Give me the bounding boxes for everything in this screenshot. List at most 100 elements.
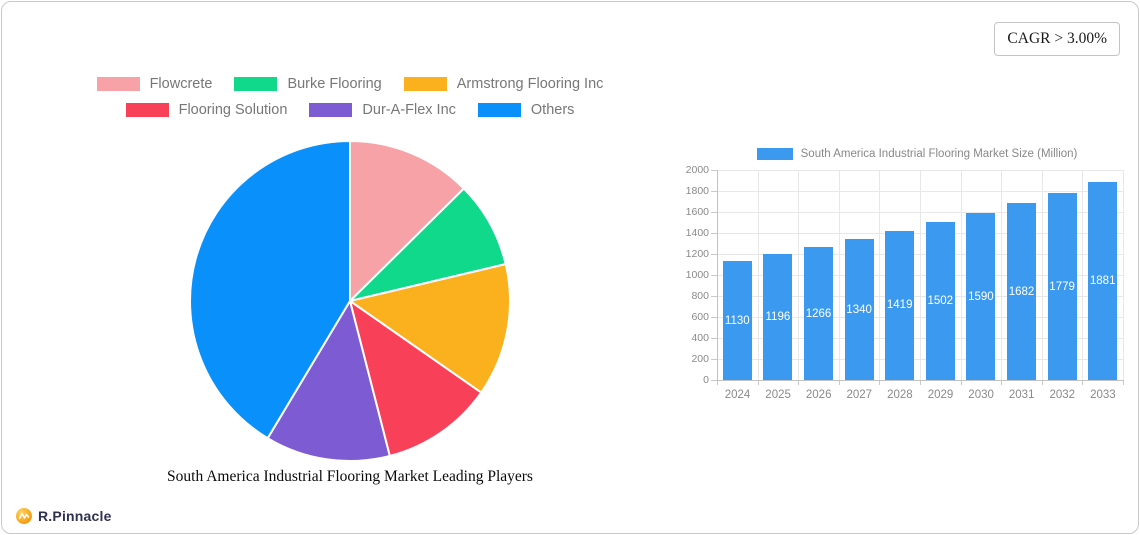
legend-swatch: [234, 77, 278, 91]
bar-2032: 1779: [1047, 193, 1077, 380]
bar-value-label: 1419: [886, 299, 913, 312]
bar-value-label: 1881: [1089, 275, 1116, 288]
x-axis-line: [717, 380, 1123, 381]
y-axis-tick: [711, 170, 717, 171]
legend-label: Flowcrete: [149, 76, 213, 92]
pie-legend: Flowcrete Burke Flooring Armstrong Floorin…: [20, 76, 680, 118]
x-axis-label: 2026: [805, 389, 832, 401]
pie-chart-title: South America Industrial Flooring Market…: [167, 468, 533, 485]
y-axis-tick: [711, 338, 717, 339]
y-axis-label: 1200: [685, 248, 709, 260]
legend-label: Flooring Solution: [178, 102, 288, 118]
cagr-badge: CAGR > 3.00%: [994, 22, 1120, 56]
legend-label: Armstrong Flooring Inc: [456, 76, 604, 92]
pie-legend-row: Flowcrete Burke Flooring Armstrong Floorin…: [96, 76, 604, 92]
x-gridline: [798, 170, 800, 380]
x-axis-label: 2031: [1008, 389, 1035, 401]
legend-label: Dur-A-Flex Inc: [362, 102, 456, 118]
y-axis-tick: [711, 296, 717, 297]
pie-legend-row: Flooring Solution Dur-A-Flex Inc Others: [125, 102, 575, 118]
legend-item-flowcrete: Flowcrete: [96, 76, 213, 92]
y-axis-label: 800: [691, 290, 709, 302]
x-gridline: [1001, 170, 1003, 380]
legend-swatch: [477, 103, 521, 117]
x-gridline: [838, 170, 840, 380]
pie-chart-section: Flowcrete Burke Flooring Armstrong Floorin…: [20, 2, 680, 533]
y-axis-tick: [711, 191, 717, 192]
y-axis-tick: [711, 317, 717, 318]
x-axis-tick: [1001, 380, 1003, 385]
y-axis-line: [717, 170, 718, 380]
bar-2026: 1266: [804, 247, 833, 380]
bar-2033: 1881: [1088, 182, 1118, 380]
x-axis-tick: [757, 380, 759, 385]
legend-swatch: [96, 77, 140, 91]
legend-item-dur-a-flex-inc: Dur-A-Flex Inc: [309, 102, 456, 118]
legend-item-others: Others: [477, 102, 575, 118]
x-axis-tick: [717, 380, 718, 385]
bar-value-label: 1590: [968, 290, 994, 303]
bar-legend-label: South America Industrial Flooring Market…: [800, 148, 1078, 160]
y-axis-label: 1000: [685, 269, 709, 281]
x-axis-label: 2028: [887, 389, 913, 401]
x-axis-label: 2025: [765, 389, 791, 401]
y-axis-tick: [711, 380, 717, 381]
bar-value-label: 1682: [1008, 285, 1035, 298]
legend-swatch: [403, 77, 447, 91]
x-axis-label: 2030: [968, 389, 994, 401]
bar-value-label: 1779: [1049, 280, 1075, 293]
y-axis-label: 200: [691, 353, 709, 365]
brand-name: R.Pinnacle: [38, 508, 112, 524]
x-gridline: [757, 170, 759, 380]
bar-2028: 1419: [885, 231, 915, 380]
legend-item-armstrong-flooring-inc: Armstrong Flooring Inc: [403, 76, 604, 92]
bar-chart-legend: South America Industrial Flooring Market…: [697, 148, 1137, 160]
x-axis-tick: [960, 380, 962, 385]
y-axis-label: 0: [703, 374, 709, 386]
x-axis-label: 2033: [1090, 389, 1116, 401]
x-axis-tick: [920, 380, 921, 385]
legend-label: Burke Flooring: [287, 76, 382, 92]
y-axis-label: 1800: [685, 185, 709, 197]
x-gridline: [1082, 170, 1084, 380]
bar-legend-swatch: [756, 148, 793, 160]
pie-slice-flooring-solution: [349, 300, 483, 457]
bar-2031: 1682: [1007, 203, 1036, 380]
y-axis-tick: [711, 233, 717, 234]
y-axis-label: 400: [691, 332, 709, 344]
y-axis-label: 600: [691, 311, 709, 323]
x-axis-label: 2027: [846, 389, 873, 401]
x-axis-tick: [838, 380, 840, 385]
y-axis-tick: [711, 212, 717, 213]
legend-label: Others: [530, 102, 575, 118]
x-axis-label: 2024: [724, 389, 751, 401]
x-gridline: [1041, 170, 1043, 380]
brand-logo: R.Pinnacle: [15, 507, 112, 525]
x-gridline: [879, 170, 881, 380]
y-axis-label: 1600: [685, 206, 709, 218]
y-axis-tick: [711, 254, 717, 255]
bar-2025: 1196: [763, 254, 793, 380]
x-axis-label: 2029: [927, 389, 954, 401]
x-axis-label: 2032: [1049, 389, 1076, 401]
x-gridline: [1123, 170, 1124, 380]
bar-2027: 1340: [844, 239, 874, 380]
x-axis-tick: [879, 380, 881, 385]
x-gridline: [960, 170, 962, 380]
y-axis-label: 1400: [685, 227, 709, 239]
y-axis-label: 2000: [685, 164, 709, 176]
legend-swatch: [309, 103, 353, 117]
bar-value-label: 1130: [724, 314, 750, 327]
bar-value-label: 1502: [927, 295, 954, 308]
bar-2030: 1590: [966, 213, 996, 380]
x-axis-tick: [1041, 380, 1043, 385]
bar-value-label: 1266: [805, 307, 832, 320]
legend-swatch: [125, 103, 169, 117]
x-axis-tick: [1123, 380, 1124, 385]
x-gridline: [920, 170, 921, 380]
x-axis-tick: [1082, 380, 1084, 385]
brand-logo-icon: [16, 508, 32, 524]
pie-chart: [189, 140, 511, 462]
pie-slice-armstrong-flooring-inc: [349, 263, 511, 394]
